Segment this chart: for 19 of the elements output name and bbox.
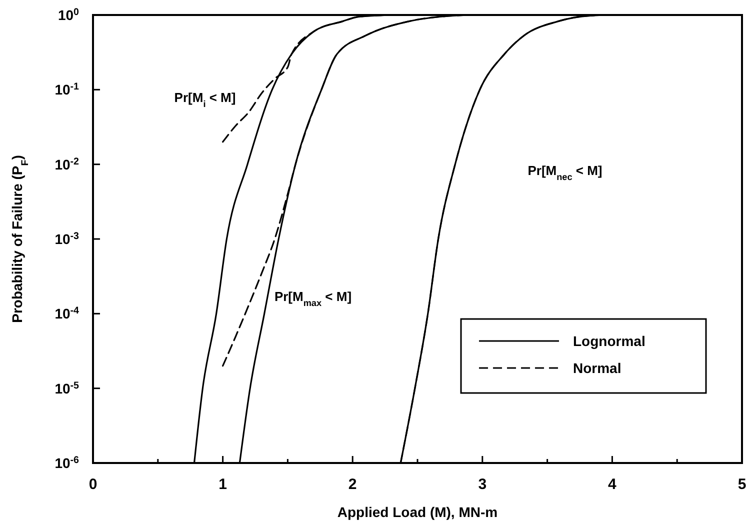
y-tick-label: 10$^{-3}$ <box>54 230 80 247</box>
x-tick-label: 1 <box>218 476 227 493</box>
x-tick-label: 5 <box>738 476 746 493</box>
y-tick-label: 10$^{-5}$ <box>54 380 80 396</box>
text: Normal <box>573 360 622 376</box>
x-tick-label: 0 <box>88 476 98 493</box>
text: Lognormal <box>573 333 646 349</box>
y-tick-label: 10$^{0}$ <box>58 6 80 23</box>
y-tick-label: 10$^{-4}$ <box>54 305 80 322</box>
x-axis-title: Applied Load (M), MN-m <box>337 504 498 520</box>
x-tick-label: 2 <box>348 476 357 493</box>
annotation: Pr[M$_{max}$ < M] <box>274 289 352 308</box>
x-tick-label: 3 <box>478 476 487 493</box>
y-tick-label: 10$^{-1}$ <box>54 81 80 98</box>
annotation: Pr[M$_{i}$ < M] <box>174 90 236 109</box>
y-tick-label: 10$^{-2}$ <box>54 156 80 172</box>
x-tick-label: 4 <box>608 476 618 493</box>
y-tick-label: 10$^{-6}$ <box>54 454 80 471</box>
annotation: Pr[M$_{nec}$ < M] <box>528 163 602 182</box>
